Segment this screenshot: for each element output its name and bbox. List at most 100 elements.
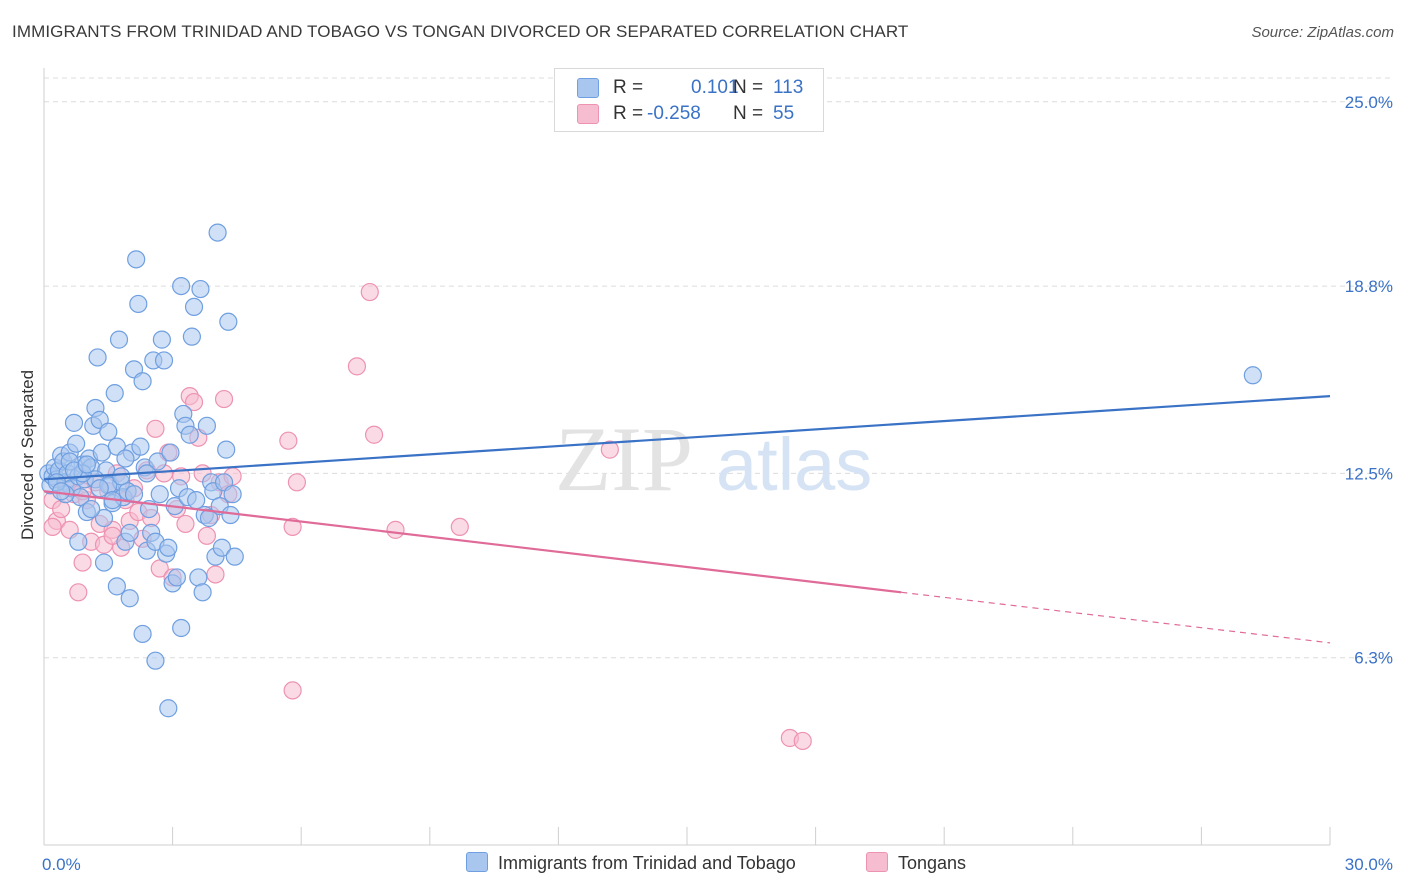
bottom-legend-trinidad: Immigrants from Trinidad and Tobago [466,852,796,878]
data-point-trinidad [225,547,244,566]
data-point-trinidad [90,479,109,498]
data-point-trinidad [148,452,167,471]
data-point-trinidad [223,485,242,504]
data-point-trinidad [199,508,219,528]
data-point-trinidad [208,223,227,242]
data-point-tongans [283,517,302,537]
trend-line-tongans-extrapolated [901,591,1331,644]
data-point-trinidad [182,327,201,346]
chart-title: IMMIGRANTS FROM TRINIDAD AND TOBAGO VS T… [12,22,909,41]
legend-r-value: -0.258 [647,103,701,124]
bottom-legend-swatch-pink [866,852,888,872]
data-point-tongans [146,419,165,438]
data-point-trinidad [67,434,86,453]
data-point-tongans [600,440,619,459]
x-tick-label-max: 30.0% [1345,855,1393,874]
bottom-legend-tongans: Tongans [866,852,966,878]
bottom-legend-label-tongans: Tongans [898,853,967,873]
bottom-legend-label-trinidad: Immigrants from Trinidad and Tobago [498,853,796,873]
axes [43,68,1331,846]
data-point-trinidad [131,437,150,456]
data-point-trinidad [69,532,88,551]
data-point-trinidad [187,491,206,510]
data-point-trinidad [167,568,186,587]
data-point-trinidad [150,485,169,504]
y-tick-label: 12.5% [1345,464,1393,483]
data-point-tongans [283,681,302,700]
trend-lines [43,394,1331,644]
x-tick-label-min: 0.0% [42,855,81,874]
data-point-tongans [176,514,195,534]
data-point-trinidad [88,348,107,367]
data-point-trinidad [82,499,101,519]
data-point-tongans [360,282,379,302]
data-point-trinidad [116,449,135,468]
data-point-trinidad [197,416,216,435]
y-tick-label: 18.8% [1345,277,1393,296]
data-point-trinidad [217,440,236,459]
data-point-tongans [450,517,469,537]
data-point-tongans [206,565,225,584]
legend-r-label: R = [613,77,644,98]
data-point-trinidad [129,294,148,314]
data-point-trinidad [1243,366,1262,385]
legend-n-label: N = [733,77,764,98]
data-point-trinidad [77,455,96,474]
data-point-trinidad [109,330,129,349]
data-point-tongans [214,389,234,409]
legend-n-value: 55 [773,103,795,124]
data-point-trinidad [172,618,191,638]
data-point-tongans [386,520,405,539]
data-point-trinidad [191,279,210,299]
data-point-tongans [279,431,298,450]
trend-line-trinidad [43,394,1331,481]
legend-row-trinidad: R = 0.101 N = 113 [555,75,823,101]
y-axis-label: Divorced or Separated [18,369,37,541]
data-point-trinidad [99,422,118,441]
data-point-trinidad [172,277,191,296]
data-point-trinidad [133,624,152,644]
data-point-trinidad [212,538,231,557]
trend-line-tongans [43,490,902,594]
data-point-trinidad [180,425,199,444]
data-point-trinidad [120,523,139,542]
data-point-trinidad [159,699,178,718]
data-point-trinidad [64,413,84,432]
correlation-legend: R = 0.101 N = 113 R = -0.258 N = 55 [554,68,824,132]
data-point-trinidad [52,482,71,501]
data-point-trinidad [94,508,114,528]
data-point-trinidad [154,351,174,370]
data-point-trinidad [146,651,165,670]
chart-source: Source: ZipAtlas.com [1251,24,1394,41]
data-point-trinidad [94,553,114,572]
legend-r-label: R = [613,103,644,124]
data-point-trinidad [107,577,126,596]
bottom-legend-swatch-blue [466,852,488,872]
tick-labels: 6.3% 12.5% 18.8% 25.0% 0.0% 30.0% [42,93,1393,874]
y-tick-label: 6.3% [1354,649,1393,668]
legend-swatch-pink [577,104,599,124]
data-point-tongans [364,425,384,444]
watermark-zip: ZIP [555,408,693,510]
data-point-trinidad [105,384,124,403]
data-point-trinidad [161,443,180,462]
data-point-trinidad [193,583,212,602]
data-point-tongans [287,473,307,492]
y-tick-label: 25.0% [1345,93,1393,112]
data-point-trinidad [127,250,146,269]
legend-r-value: 0.101 [691,77,739,98]
watermark-atlas: atlas [716,423,872,506]
data-point-tongans [184,392,204,412]
data-point-trinidad [120,589,139,608]
data-point-trinidad [184,297,204,317]
data-point-trinidad [219,312,238,331]
data-point-tongans [69,583,88,602]
legend-swatch-blue [577,78,599,98]
data-point-trinidad [133,372,152,391]
data-point-trinidad [159,538,178,557]
legend-row-tongans: R = -0.258 N = 55 [555,101,823,127]
data-point-tongans [793,731,812,751]
data-point-trinidad [112,467,131,486]
data-point-tongans [43,517,62,537]
